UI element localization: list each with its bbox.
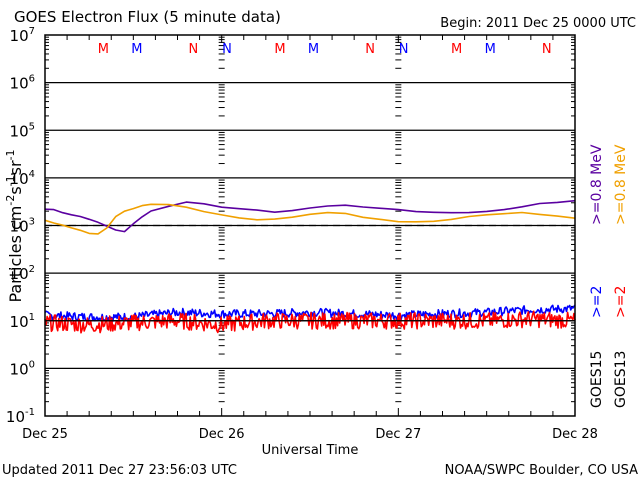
updated-timestamp: Updated 2011 Dec 27 23:56:03 UTC — [2, 463, 237, 478]
chart-title: GOES Electron Flux (5 minute data) — [14, 8, 281, 26]
axis-ticks — [44, 35, 576, 416]
marker-n: N — [542, 42, 552, 57]
y-tick-exponent: 7 — [29, 26, 35, 37]
legend-entry: >=0.8 MeV — [589, 144, 605, 225]
series-line — [44, 203, 576, 235]
marker-m: M — [274, 42, 285, 57]
marker-m: M — [451, 42, 462, 57]
marker-n: N — [399, 42, 409, 57]
x-tick-label: Dec 27 — [375, 427, 421, 442]
series-line — [44, 199, 576, 233]
y-tick-label: 101 — [10, 312, 35, 331]
y-tick-exponent: 6 — [29, 74, 35, 85]
y-tick-label: 105 — [10, 121, 35, 140]
y-tick-base: 10 — [6, 408, 25, 426]
legend-entry: GOES13 — [613, 351, 629, 408]
plot-frame — [44, 34, 576, 417]
y-tick-base: 10 — [10, 27, 29, 45]
y-tick-exponent: 5 — [29, 121, 35, 132]
y-tick-exponent: 0 — [29, 359, 35, 370]
y-axis-label-exp1: -2 — [4, 195, 17, 206]
y-axis-label-mid1: s — [6, 186, 25, 194]
y-tick-label: 106 — [10, 74, 35, 93]
legend-entry: >=2 — [589, 286, 605, 318]
y-tick-exponent: 4 — [29, 169, 35, 180]
y-axis-label-exp3: -1 — [4, 149, 17, 160]
y-axis-label-base: Particles cm — [6, 206, 25, 303]
y-tick-label: 102 — [10, 264, 35, 283]
y-tick-exponent: 2 — [29, 264, 35, 275]
x-axis-label: Universal Time — [262, 443, 359, 458]
y-tick-exponent: -1 — [25, 407, 35, 418]
marker-n: N — [222, 42, 232, 57]
y-tick-label: 10-1 — [6, 407, 35, 426]
y-axis-label-exp2: -1 — [4, 175, 17, 186]
y-axis-label: Particles cm-2s-1sr-1 — [4, 149, 25, 302]
y-tick-base: 10 — [10, 360, 29, 378]
y-tick-base: 10 — [10, 218, 29, 236]
y-tick-base: 10 — [10, 265, 29, 283]
legend: >=0.8 MeV >=0.8 MeV >=2 >=2 GOES15 GOES13 — [589, 144, 629, 408]
y-tick-label: 100 — [10, 359, 35, 378]
legend-entry: >=2 — [613, 286, 629, 318]
begin-label: Begin: 2011 Dec 25 0000 UTC — [440, 16, 636, 31]
y-tick-label: 104 — [10, 169, 35, 188]
marker-m: M — [131, 42, 142, 57]
y-tick-exponent: 1 — [29, 312, 35, 323]
credit-text: NOAA/SWPC Boulder, CO USA — [445, 463, 638, 478]
x-tick-label: Dec 28 — [552, 427, 598, 442]
x-tick-label: Dec 25 — [22, 427, 68, 442]
y-tick-label: 103 — [10, 217, 35, 236]
series-lines — [44, 199, 576, 334]
y-tick-base: 10 — [10, 313, 29, 331]
x-tick-labels: Dec 25 Dec 26 Dec 27 Dec 28 — [22, 427, 598, 442]
y-tick-base: 10 — [10, 122, 29, 140]
marker-m: M — [98, 42, 109, 57]
y-tick-exponent: 3 — [29, 217, 35, 228]
x-tick-label: Dec 26 — [199, 427, 245, 442]
grid — [45, 82, 575, 369]
y-tick-label: 107 — [10, 26, 35, 45]
marker-n: N — [189, 42, 199, 57]
legend-entry: GOES15 — [589, 351, 605, 408]
y-tick-base: 10 — [10, 75, 29, 93]
legend-entry: >=0.8 MeV — [613, 144, 629, 225]
marker-m: M — [308, 42, 319, 57]
marker-m: M — [485, 42, 496, 57]
y-axis-label-mid2: sr — [6, 160, 25, 175]
y-tick-base: 10 — [10, 170, 29, 188]
marker-n: N — [365, 42, 375, 57]
